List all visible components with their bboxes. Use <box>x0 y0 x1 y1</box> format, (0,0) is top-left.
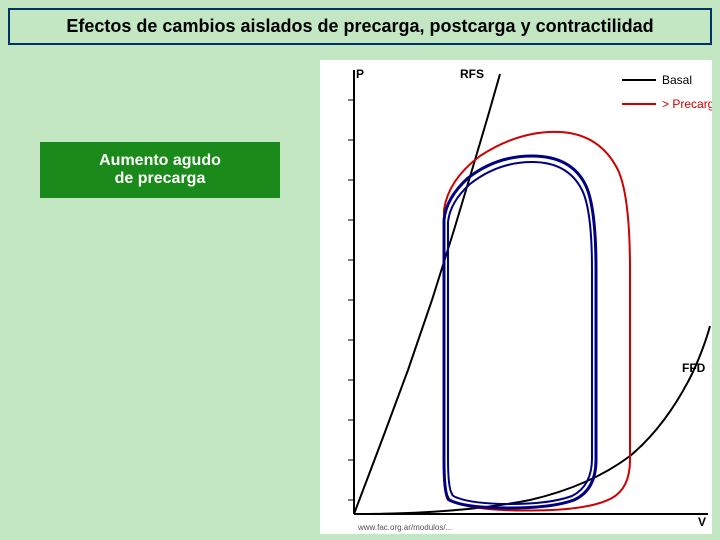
rfs-label: RFS <box>460 67 484 81</box>
legend-precarga-label: > Precarga <box>662 97 712 111</box>
chart-svg: P V RFS FFD Basal > Precarga <box>320 60 712 534</box>
basal-loop <box>444 156 596 508</box>
page-title: Efectos de cambios aislados de precarga,… <box>66 16 653 36</box>
ffd-curve <box>354 326 710 514</box>
title-box: Efectos de cambios aislados de precarga,… <box>8 8 712 45</box>
y-axis-label: P <box>356 67 364 81</box>
ffd-label: FFD <box>682 361 706 375</box>
pv-loop-chart: P V RFS FFD Basal > Precarga www.fac.org.ar/m… <box>320 60 712 534</box>
x-axis-label: V <box>698 515 706 529</box>
subtitle-line2: de precarga <box>46 170 274 188</box>
rfs-line <box>354 74 500 514</box>
subtitle-line1: Aumento agudo <box>46 152 274 170</box>
footer-url: www.fac.org.ar/modulos/... <box>358 523 452 532</box>
subtitle-box: Aumento agudo de precarga <box>40 142 280 198</box>
legend-basal-label: Basal <box>662 73 692 87</box>
precarga-loop <box>444 132 630 511</box>
basal-loop-inner <box>448 162 592 504</box>
